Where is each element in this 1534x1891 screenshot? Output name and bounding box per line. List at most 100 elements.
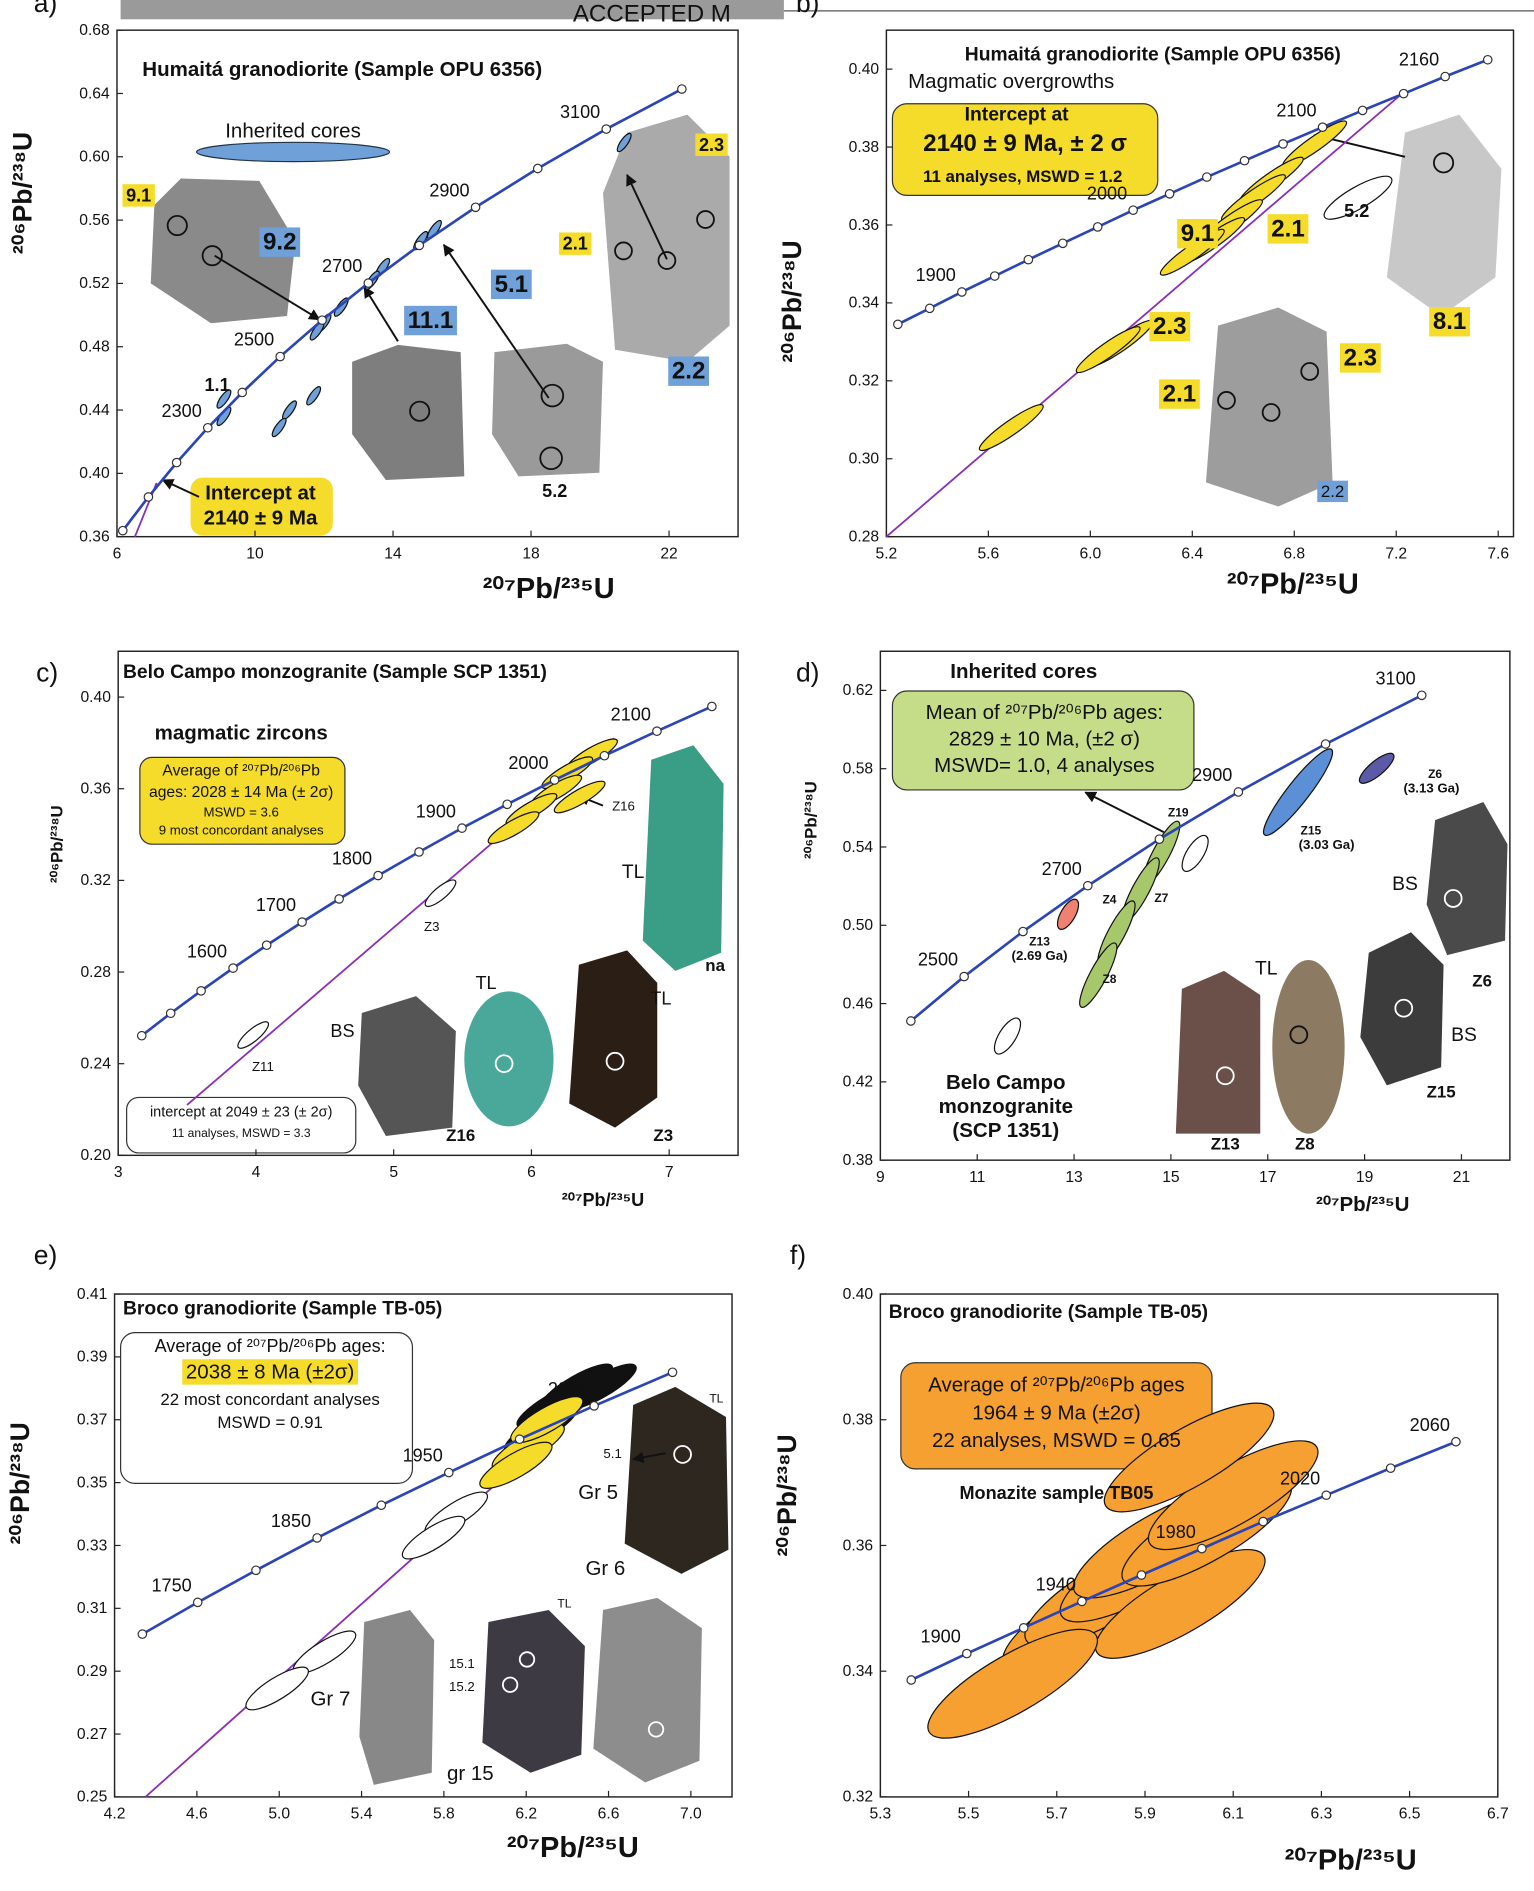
- concordia-point: [414, 240, 425, 251]
- label-background: [259, 227, 301, 257]
- x-tick-label: 21: [1453, 1169, 1470, 1186]
- x-axis-label: ²⁰⁷Pb/²³⁵U: [562, 1190, 644, 1210]
- y-tick-label: 0.36: [849, 217, 880, 234]
- annotation: gr 15: [447, 1762, 494, 1785]
- annotation: na: [705, 956, 725, 975]
- label-background: [559, 232, 592, 255]
- x-tick-label: 17: [1259, 1169, 1276, 1186]
- concordia-point: [1416, 690, 1427, 701]
- y-tick-label: 0.56: [79, 212, 110, 229]
- concordia-point: [363, 278, 374, 288]
- annotation: Intercept at: [205, 481, 316, 504]
- label-background: [1177, 219, 1218, 249]
- concordia-point: [334, 894, 344, 904]
- concordia-point: [1082, 880, 1093, 891]
- age-label: 2000: [1087, 183, 1127, 203]
- x-tick-label: 6.0: [1079, 545, 1101, 562]
- annotation: Monazite sample TB05: [959, 1483, 1153, 1503]
- concordia-point: [171, 457, 182, 468]
- annotation: Z8: [1295, 1134, 1315, 1153]
- error-ellipse: [487, 811, 540, 845]
- y-tick-label: 0.62: [843, 682, 873, 699]
- plot-frame: [879, 650, 1511, 1161]
- annotation: intercept at 2049 ± 23 (± 2σ): [150, 1105, 332, 1121]
- spot: [696, 210, 715, 229]
- concordia-point: [137, 1629, 148, 1639]
- error-ellipse: [306, 386, 322, 406]
- spot: [540, 383, 565, 408]
- concordia-point: [959, 971, 969, 982]
- spot: [518, 1651, 536, 1668]
- annotation: 2038 ± 8 Ma (±2σ): [186, 1360, 354, 1383]
- concordia-point: [989, 271, 1000, 281]
- annotation: 2.1: [1271, 215, 1305, 242]
- label-background: [668, 356, 709, 386]
- chart-title: Broco granodiorite (Sample TB-05): [889, 1302, 1208, 1323]
- annotation: TL: [475, 973, 496, 993]
- age-label: 1700: [256, 895, 296, 915]
- annotation: 11 analyses, MSWD = 1.2: [923, 167, 1122, 186]
- x-tick-label: 7.0: [680, 1806, 702, 1823]
- discordia-line: [885, 89, 1408, 538]
- plot-frame: [885, 29, 1515, 538]
- spot: [1261, 403, 1281, 422]
- analysis-spots: [166, 152, 1463, 1738]
- label-background: [1317, 480, 1348, 503]
- concordia-point: [1385, 1463, 1396, 1473]
- arrow: [1084, 791, 1165, 833]
- y-tick-label: 0.64: [79, 85, 110, 102]
- concordia-point: [1398, 88, 1409, 99]
- age-label: 1600: [187, 941, 227, 961]
- y-tick-label: 0.34: [843, 1663, 874, 1680]
- error-ellipse: [1103, 1402, 1275, 1513]
- x-tick-label: 6.7: [1487, 1806, 1509, 1823]
- annotation: 5.1: [603, 1446, 621, 1461]
- annotation-box: [891, 690, 1195, 791]
- concordia-point: [192, 1597, 203, 1608]
- x-tick-label: 6.5: [1399, 1806, 1421, 1823]
- y-axis-label: ²⁰⁶Pb/²³⁸U: [7, 132, 37, 254]
- spot: [647, 1721, 665, 1738]
- annotation-box: [126, 1096, 357, 1154]
- x-axis-label: ²⁰⁷Pb/²³⁵U: [1316, 1193, 1409, 1216]
- x-tick-label: 6: [113, 545, 122, 562]
- y-tick-label: 0.33: [77, 1537, 108, 1554]
- x-tick-label: 5.5: [958, 1806, 980, 1823]
- y-tick-label: 0.28: [80, 964, 111, 981]
- x-tick-label: 7.6: [1487, 545, 1509, 562]
- age-label: 1900: [416, 801, 456, 821]
- x-tick-label: 10: [246, 545, 264, 562]
- error-ellipse: [1079, 942, 1118, 1008]
- age-label: 1800: [332, 849, 372, 869]
- concordia-point: [117, 525, 128, 536]
- label-background: [490, 269, 532, 300]
- label-background: [1159, 379, 1200, 409]
- x-tick-label: 6.1: [1222, 1806, 1244, 1823]
- y-axis-label: ²⁰⁶Pb/²³⁸U: [48, 805, 67, 883]
- annotation: 11 analyses, MSWD = 3.3: [172, 1126, 311, 1140]
- concordia-point: [1128, 205, 1138, 215]
- age-label: 1850: [271, 1511, 311, 1531]
- chart-title: Humaitá granodiorite (Sample OPU 6356): [965, 44, 1341, 65]
- annotation: Magmatic overgrowths: [908, 70, 1114, 93]
- y-tick-label: 0.35: [77, 1474, 108, 1491]
- spot: [501, 1676, 519, 1693]
- y-tick-label: 0.52: [79, 275, 109, 292]
- annotation: Z11: [252, 1059, 274, 1074]
- spot: [1215, 1066, 1235, 1086]
- annotation: Inherited cores: [225, 119, 361, 142]
- error-ellipse: [553, 780, 606, 814]
- spot: [1443, 889, 1463, 908]
- annotation: Z13: [1211, 1134, 1240, 1153]
- age-label: 1980: [1156, 1522, 1196, 1542]
- label-background: [1429, 307, 1470, 337]
- plot-frame: [117, 650, 739, 1157]
- zircon-image: [482, 1609, 585, 1773]
- arrow: [626, 173, 668, 260]
- annotation: 2.2: [1321, 482, 1344, 501]
- error-ellipse: [927, 1628, 1099, 1739]
- concordia-point: [1154, 834, 1165, 844]
- x-axis-label: ²⁰⁷Pb/²³⁵U: [1285, 1844, 1417, 1876]
- y-tick-label: 0.32: [80, 872, 110, 889]
